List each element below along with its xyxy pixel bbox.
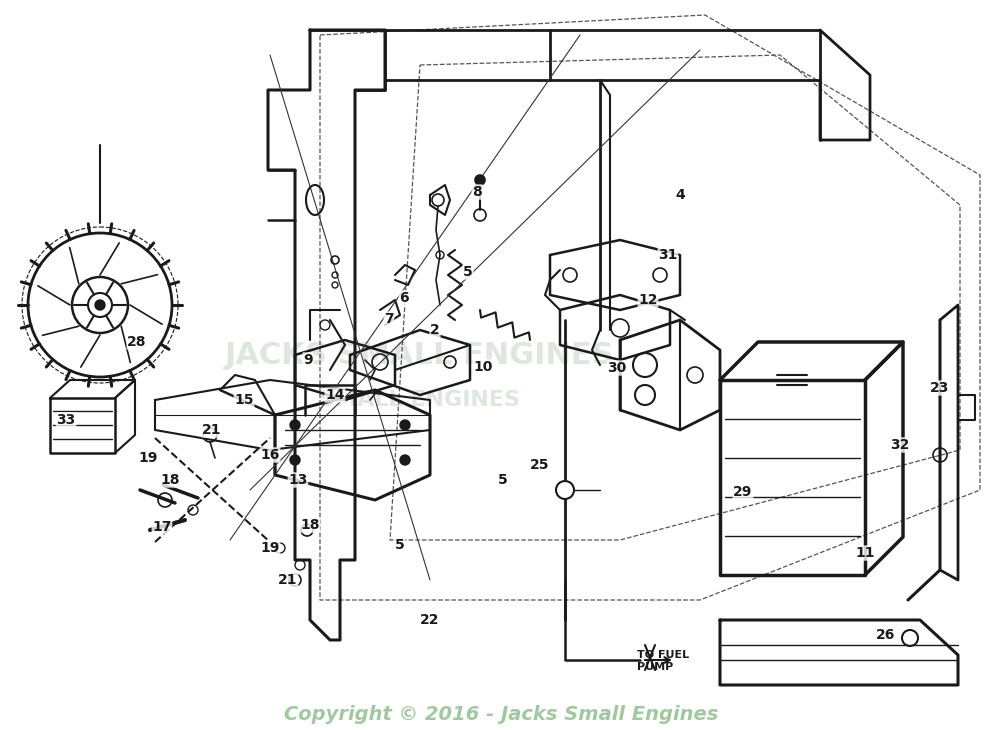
Text: SMALL ENGINES: SMALL ENGINES: [320, 390, 520, 410]
Text: 11: 11: [856, 546, 875, 560]
Text: 2: 2: [430, 323, 440, 337]
Text: 17: 17: [152, 520, 171, 534]
Text: 21: 21: [202, 423, 221, 437]
Text: 6: 6: [399, 291, 409, 305]
Circle shape: [290, 455, 300, 465]
Text: 14: 14: [326, 388, 345, 402]
Circle shape: [400, 455, 410, 465]
Text: 30: 30: [607, 361, 626, 375]
Text: TO FUEL
PUMP: TO FUEL PUMP: [637, 650, 689, 671]
Text: 8: 8: [472, 185, 482, 199]
Text: 4: 4: [675, 188, 685, 202]
Text: 31: 31: [658, 248, 677, 262]
Text: 16: 16: [261, 448, 280, 462]
Text: 18: 18: [301, 518, 320, 532]
Text: 10: 10: [473, 360, 493, 374]
Circle shape: [400, 420, 410, 430]
Text: 33: 33: [56, 413, 75, 427]
Text: Copyright © 2016 - Jacks Small Engines: Copyright © 2016 - Jacks Small Engines: [284, 706, 718, 725]
Text: 9: 9: [304, 353, 313, 367]
Text: 21: 21: [279, 573, 298, 587]
Text: 26: 26: [877, 628, 896, 642]
Text: 19: 19: [261, 541, 280, 555]
Text: 18: 18: [160, 473, 179, 487]
Text: 19: 19: [138, 451, 157, 465]
Text: 15: 15: [234, 393, 254, 407]
Circle shape: [95, 300, 105, 310]
Text: 23: 23: [930, 381, 950, 395]
Text: 5: 5: [395, 538, 405, 552]
Text: 13: 13: [289, 473, 308, 487]
Text: 29: 29: [733, 485, 753, 499]
Text: 22: 22: [420, 613, 440, 627]
Circle shape: [556, 481, 574, 499]
Text: 12: 12: [638, 293, 657, 307]
Circle shape: [475, 175, 485, 185]
Text: 5: 5: [463, 265, 473, 279]
Text: JACKS SMALL ENGINES: JACKS SMALL ENGINES: [225, 340, 615, 370]
Text: 28: 28: [127, 335, 146, 349]
Circle shape: [290, 420, 300, 430]
Text: 25: 25: [530, 458, 550, 472]
Text: 32: 32: [891, 438, 910, 452]
Text: 5: 5: [498, 473, 508, 487]
Text: 7: 7: [384, 312, 394, 326]
